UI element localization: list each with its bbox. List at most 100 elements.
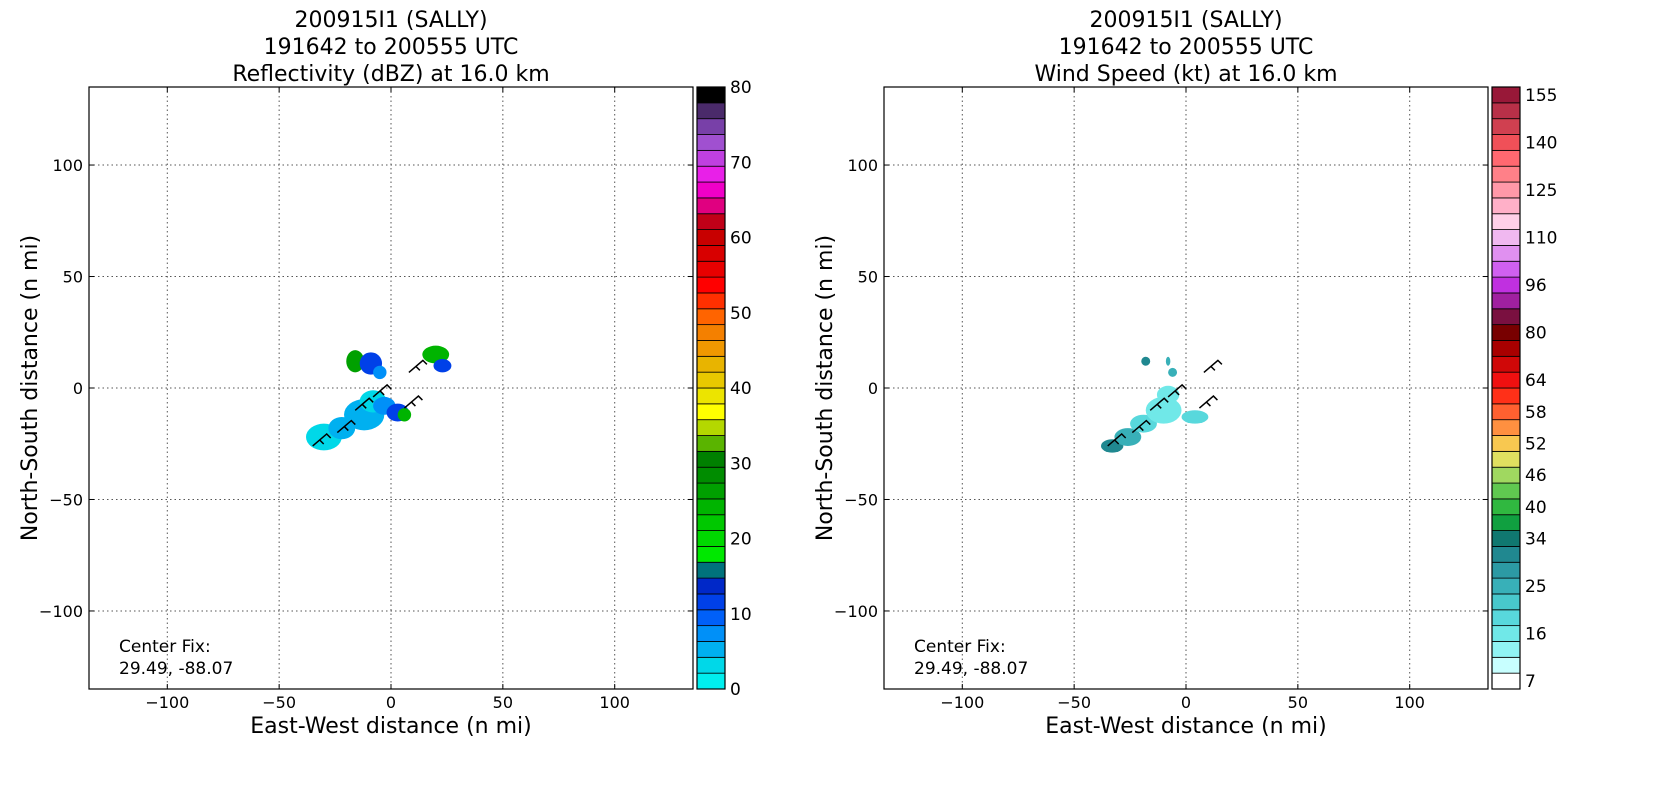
colorbar-tick-label: 140 [1525, 133, 1557, 153]
colorbar-segment [1491, 355, 1521, 373]
reflectivity-panel: 200915I1 (SALLY)191642 to 200555 UTCRefl… [18, 8, 752, 739]
colorbar-tick-label: 40 [730, 379, 752, 399]
colorbar-tick-label: 16 [1525, 625, 1547, 645]
colorbar-segment [1491, 561, 1521, 579]
colorbar-segment [696, 577, 726, 595]
wind-barb [354, 397, 374, 411]
wind-barb [1131, 419, 1151, 434]
colorbar-segment [1491, 197, 1521, 215]
x-tick-label: 100 [1394, 693, 1425, 712]
colorbar-segment [1491, 276, 1521, 294]
colorbar-segment [1491, 577, 1521, 595]
colorbar-segment [696, 371, 726, 389]
colorbar-segment [1491, 340, 1521, 357]
colorbar-segment [1491, 149, 1521, 167]
echo-cell [433, 359, 452, 373]
colorbar-segment [1491, 324, 1521, 341]
colorbar-segment [696, 656, 726, 674]
x-axis-label: East-West distance (n mi) [250, 714, 531, 739]
colorbar-segment [1491, 86, 1521, 104]
center-fix-annotation: Center Fix: [914, 637, 1006, 657]
colorbar-segment [696, 260, 726, 278]
colorbar-tick-label: 50 [730, 304, 752, 324]
y-tick-label: 100 [52, 156, 83, 175]
colorbar-segment [1491, 292, 1521, 310]
colorbar-segment [1491, 672, 1521, 690]
x-tick-label: 50 [493, 693, 513, 712]
colorbar-segment [696, 355, 726, 373]
colorbar-segment [696, 450, 726, 468]
colorbar-segment [696, 102, 726, 120]
title-line: 200915I1 (SALLY) [1089, 8, 1282, 33]
colorbar-segment [696, 530, 726, 547]
y-tick-label: −100 [39, 602, 83, 621]
colorbar-segment [696, 197, 726, 215]
colorbar-segment [1491, 656, 1521, 674]
colorbar-segment [1491, 530, 1521, 547]
colorbar-segment [696, 466, 726, 484]
echo-cell [422, 345, 450, 364]
wind-barb [1149, 397, 1169, 411]
x-axis-label: East-West distance (n mi) [1045, 714, 1326, 739]
x-tick-label: −100 [940, 693, 984, 712]
colorbar-segment [696, 213, 726, 230]
colorbar-segment [696, 514, 726, 531]
x-tick-label: 0 [386, 693, 396, 712]
colorbar-tick-label: 58 [1525, 403, 1547, 423]
colorbar-tick-label: 64 [1525, 371, 1547, 391]
colorbar-segment [1491, 308, 1521, 326]
wind-barb [1203, 359, 1223, 373]
colorbar-tick-label: 70 [730, 153, 752, 173]
colorbar-tick-label: 25 [1525, 577, 1547, 597]
colorbar-segment [696, 134, 726, 151]
colorbar-segment [696, 672, 726, 690]
colorbar-segment [696, 276, 726, 294]
echo-cell [1181, 410, 1209, 424]
center-fix-annotation: 29.49, -88.07 [119, 659, 233, 679]
colorbar-segment [1491, 245, 1521, 262]
echo-cell [1145, 396, 1182, 424]
colorbar-segment [696, 403, 726, 421]
colorbar-tick-label: 80 [730, 78, 752, 98]
echo-cell [1165, 356, 1171, 366]
colorbar-tick-label: 96 [1525, 276, 1547, 296]
colorbar-segment [696, 308, 726, 326]
center-fix-annotation: 29.49, -88.07 [914, 659, 1028, 679]
center-fix-annotation: Center Fix: [119, 637, 211, 657]
colorbar-tick-label: 0 [730, 680, 741, 700]
colorbar-segment [696, 482, 726, 500]
y-tick-label: 50 [858, 268, 878, 287]
y-axis-label: North-South distance (n mi) [18, 235, 43, 541]
title-line: 191642 to 200555 UTC [264, 35, 519, 60]
y-tick-label: 100 [847, 156, 878, 175]
echo-cell [397, 408, 412, 422]
title-line: Reflectivity (dBZ) at 16.0 km [232, 62, 549, 87]
wind-barb [408, 359, 428, 373]
colorbar-tick-label: 34 [1525, 530, 1547, 550]
colorbar-segment [1491, 625, 1521, 642]
colorbar-segment [1491, 387, 1521, 405]
y-tick-label: −50 [844, 490, 878, 509]
colorbar-segment [1491, 482, 1521, 500]
title-line: Wind Speed (kt) at 16.0 km [1034, 62, 1337, 87]
colorbar-segment [1491, 641, 1521, 658]
colorbar-segment [696, 118, 726, 135]
echo-cell [1114, 428, 1142, 446]
colorbar-segment [1491, 546, 1521, 563]
colorbar-tick-label: 110 [1525, 229, 1557, 249]
colorbar-segment [696, 419, 726, 436]
wind-barb [1107, 432, 1127, 447]
title-line: 200915I1 (SALLY) [294, 8, 487, 33]
title-line: 191642 to 200555 UTC [1059, 35, 1314, 60]
echo-cell [1141, 356, 1151, 366]
colorbar-segment [696, 641, 726, 658]
x-tick-label: −50 [1057, 693, 1091, 712]
colorbar-segment [696, 593, 726, 611]
colorbar-tick-label: 80 [1525, 324, 1547, 344]
colorbar-segment [1491, 118, 1521, 135]
colorbar-segment [1491, 260, 1521, 278]
colorbar-frame [696, 86, 726, 690]
colorbar-segment [1491, 403, 1521, 421]
colorbar-segment [696, 609, 726, 627]
